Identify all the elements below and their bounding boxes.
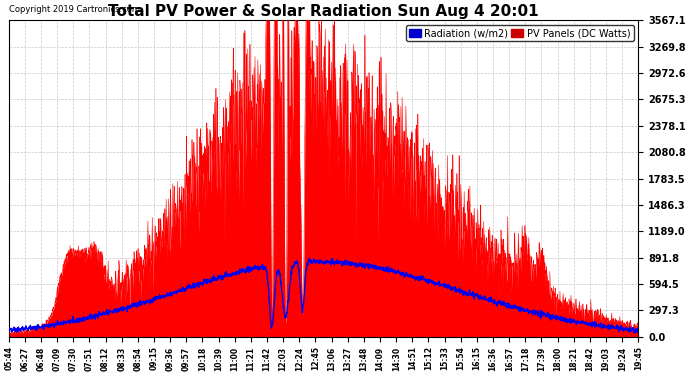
Text: Copyright 2019 Cartronics.com: Copyright 2019 Cartronics.com: [9, 5, 139, 14]
Legend: Radiation (w/m2), PV Panels (DC Watts): Radiation (w/m2), PV Panels (DC Watts): [406, 25, 633, 41]
Title: Total PV Power & Solar Radiation Sun Aug 4 20:01: Total PV Power & Solar Radiation Sun Aug…: [108, 4, 539, 19]
